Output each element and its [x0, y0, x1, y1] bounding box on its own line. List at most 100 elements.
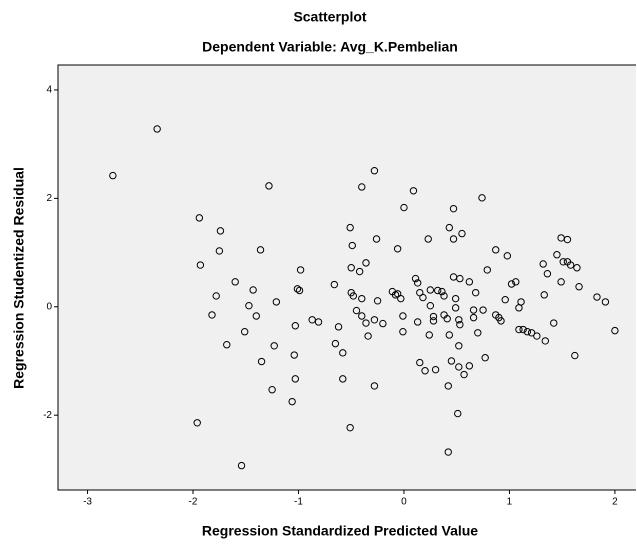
point [308, 316, 316, 324]
point [483, 266, 491, 274]
x-tick-label: 2 [612, 497, 618, 508]
point [434, 286, 442, 295]
point [109, 171, 117, 180]
point [517, 298, 525, 306]
point [295, 286, 304, 295]
point [399, 328, 407, 336]
point [237, 461, 246, 470]
point [216, 227, 225, 235]
point [426, 286, 435, 294]
point [291, 322, 300, 330]
point [601, 298, 610, 306]
point [471, 288, 480, 297]
point [553, 251, 561, 259]
point [296, 266, 305, 274]
point [370, 316, 379, 324]
x-axis-label: Regression Standardized Predicted Value [202, 523, 478, 539]
chart-subtitle: Dependent Variable: Avg_K.Pembelian [202, 39, 458, 55]
point [348, 241, 356, 250]
point [196, 261, 205, 269]
point [445, 331, 454, 339]
point [331, 339, 340, 348]
point [451, 304, 460, 312]
point [456, 274, 464, 283]
point [212, 292, 220, 300]
point [429, 312, 438, 321]
x-tick-label: 1 [507, 497, 513, 508]
point [573, 264, 581, 272]
point [571, 351, 579, 360]
point [519, 325, 527, 334]
point [293, 285, 302, 293]
point [557, 278, 565, 286]
point [257, 357, 266, 366]
point [399, 312, 407, 320]
point [339, 349, 347, 357]
point [268, 386, 276, 394]
point [440, 292, 448, 300]
point [245, 301, 253, 310]
point [465, 278, 474, 286]
axis-frame [57, 64, 636, 491]
point [424, 235, 432, 243]
point [370, 167, 379, 175]
y-tick-label: -2 [43, 410, 52, 421]
x-tick-label: -3 [83, 497, 92, 508]
point [523, 328, 532, 336]
point [409, 187, 418, 195]
point [593, 293, 601, 301]
point [334, 323, 343, 331]
point [370, 382, 379, 390]
point [373, 297, 382, 305]
point [447, 357, 456, 365]
point [339, 375, 347, 383]
point [330, 280, 339, 289]
point [481, 354, 489, 362]
point [400, 203, 408, 212]
point [449, 204, 458, 213]
point [540, 291, 548, 299]
point [379, 319, 387, 328]
point [193, 419, 201, 427]
point [507, 280, 516, 288]
point [358, 183, 366, 191]
point [479, 306, 487, 314]
point [539, 260, 547, 268]
point [362, 319, 370, 327]
x-tick-label: -2 [189, 497, 198, 508]
point [364, 332, 372, 340]
point [611, 326, 619, 335]
point [575, 283, 583, 291]
y-tick-label: 4 [46, 85, 52, 96]
point [270, 342, 278, 350]
point [265, 182, 273, 190]
point [372, 235, 381, 243]
point [474, 329, 482, 337]
point [347, 264, 355, 272]
point [438, 287, 446, 296]
point [358, 312, 366, 320]
point [503, 252, 512, 260]
point [290, 351, 298, 359]
point [550, 319, 558, 327]
point [223, 341, 231, 349]
point [346, 423, 354, 432]
point [393, 245, 402, 253]
chart-title: Scatterplot [293, 9, 366, 25]
point [352, 306, 361, 315]
point [413, 318, 422, 326]
point [455, 316, 463, 324]
y-axis-label: Regression Studentized Residual [11, 167, 27, 389]
point [444, 382, 452, 390]
point [240, 328, 249, 336]
point [501, 296, 509, 304]
point [288, 397, 296, 406]
point [349, 292, 358, 300]
point [445, 223, 454, 232]
point [444, 448, 452, 456]
point [454, 409, 462, 418]
point [272, 298, 281, 306]
plot-area [58, 65, 636, 490]
point [559, 258, 567, 266]
